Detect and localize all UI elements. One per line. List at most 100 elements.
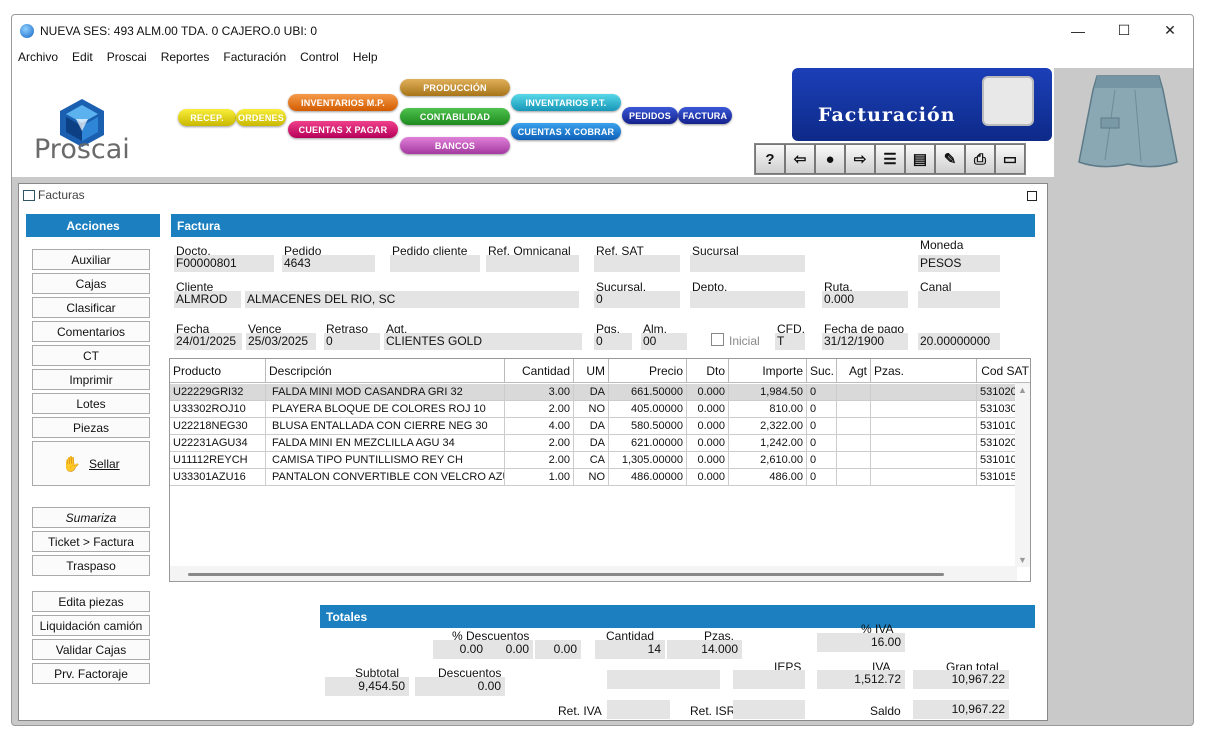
ref-omnicanal-field[interactable]	[486, 255, 579, 272]
edita-piezas-button[interactable]: Edita piezas	[32, 591, 150, 612]
cell-importe[interactable]: 2,610.00	[729, 452, 807, 469]
save-icon[interactable]: ▭	[995, 144, 1025, 174]
auxiliar-button[interactable]: Auxiliar	[32, 249, 150, 270]
cell-um[interactable]: NO	[574, 469, 609, 486]
vence-field[interactable]: 25/03/2025	[246, 333, 316, 350]
items-grid[interactable]: Producto Descripción Cantidad UM Precio …	[169, 358, 1031, 582]
unnamed-total-field[interactable]	[607, 670, 720, 689]
cell-descripcion[interactable]: BLUSA ENTALLADA CON CIERRE NEG 30	[266, 418, 505, 435]
table-row[interactable]: U11112REYCH CAMISA TIPO PUNTILLISMO REY C…	[170, 452, 1023, 469]
module-ordenes[interactable]: ORDENES COMPRAS	[236, 109, 286, 136]
col-agt[interactable]: Agt	[837, 359, 871, 383]
cell-cod-sat[interactable]: 5310300	[977, 401, 1030, 418]
module-factura[interactable]: FACTURA VENTAS	[678, 107, 732, 134]
liquidacion-camion-button[interactable]: Liquidación camión	[32, 615, 150, 636]
cell-pzas[interactable]	[871, 452, 977, 469]
inicial-checkbox[interactable]	[711, 333, 724, 346]
traspaso-button[interactable]: Traspaso	[32, 555, 150, 576]
col-descripcion[interactable]: Descripción	[266, 359, 505, 383]
cell-precio[interactable]: 486.00000	[609, 469, 687, 486]
ruta-field[interactable]: 0.000	[822, 291, 908, 308]
back-arrow-icon[interactable]: ⇦	[785, 144, 815, 174]
cell-dto[interactable]: 0.000	[687, 418, 729, 435]
edit-icon[interactable]: ✎	[935, 144, 965, 174]
ct-button[interactable]: CT	[32, 345, 150, 366]
retraso-field[interactable]: 0	[324, 333, 380, 350]
cell-cantidad[interactable]: 1.00	[505, 469, 574, 486]
menu-reportes[interactable]: Reportes	[160, 50, 210, 64]
cell-precio[interactable]: 1,305.00000	[609, 452, 687, 469]
pct-iva-field[interactable]: 16.00	[817, 633, 905, 652]
menu-help[interactable]: Help	[352, 50, 378, 64]
validar-cajas-button[interactable]: Validar Cajas	[32, 639, 150, 660]
fecha-field[interactable]: 24/01/2025	[174, 333, 242, 350]
cell-precio[interactable]: 621.00000	[609, 435, 687, 452]
cantidad-total-field[interactable]: 14	[595, 640, 665, 659]
cell-suc[interactable]: 0	[807, 384, 837, 401]
scroll-thumb[interactable]	[188, 573, 944, 576]
descuentos-field[interactable]: 0.00	[415, 677, 505, 696]
sumariza-button[interactable]: Sumariza	[32, 507, 150, 528]
cell-um[interactable]: DA	[574, 384, 609, 401]
cell-suc[interactable]: 0	[807, 452, 837, 469]
lotes-button[interactable]: Lotes	[32, 393, 150, 414]
cell-suc[interactable]: 0	[807, 469, 837, 486]
table-row[interactable]: U22231AGU34 FALDA MINI EN MEZCLILLA AGU 3…	[170, 435, 1023, 452]
cell-descripcion[interactable]: FALDA MINI EN MEZCLILLA AGU 34	[266, 435, 505, 452]
cell-precio[interactable]: 580.50000	[609, 418, 687, 435]
cell-agt[interactable]	[837, 401, 871, 418]
cell-suc[interactable]: 0	[807, 435, 837, 452]
clasificar-button[interactable]: Clasificar	[32, 297, 150, 318]
table-row[interactable]: U22218NEG30 BLUSA ENTALLADA CON CIERRE NE…	[170, 418, 1023, 435]
menu-control[interactable]: Control	[300, 50, 339, 64]
maximize-button[interactable]: ☐	[1117, 22, 1131, 38]
cell-cantidad[interactable]: 2.00	[505, 435, 574, 452]
cell-suc[interactable]: 0	[807, 401, 837, 418]
cell-agt[interactable]	[837, 384, 871, 401]
menu-archivo[interactable]: Archivo	[18, 50, 59, 64]
table-row[interactable]: U22229GRI32 FALDA MINI MOD CASANDRA GRI 3…	[170, 384, 1023, 401]
table-row[interactable]: U33302ROJ10 PLAYERA BLOQUE DE COLORES ROJ…	[170, 401, 1023, 418]
horizontal-scrollbar[interactable]	[170, 566, 1017, 581]
cell-producto[interactable]: U22218NEG30	[170, 418, 266, 435]
module-inventarios-mp[interactable]: INVENTARIOS M.P.	[288, 94, 398, 111]
cliente-name-field[interactable]: ALMACENES DEL RIO, SC	[245, 291, 579, 308]
agt-field[interactable]: CLIENTES GOLD	[384, 333, 582, 350]
cell-importe[interactable]: 1,984.50	[729, 384, 807, 401]
piezas-button[interactable]: Piezas	[32, 417, 150, 438]
module-cuentas-pagar[interactable]: CUENTAS X PAGAR CUENTAS X PAGAR	[288, 121, 398, 148]
cell-agt[interactable]	[837, 418, 871, 435]
sellar-button[interactable]: ✋ Sellar	[32, 441, 150, 486]
ticket-factura-button[interactable]: Ticket > Factura	[32, 531, 150, 552]
cell-producto[interactable]: U22231AGU34	[170, 435, 266, 452]
cell-descripcion[interactable]: CAMISA TIPO PUNTILLISMO REY CH	[266, 452, 505, 469]
col-suc[interactable]: Suc.	[807, 359, 837, 383]
search-icon[interactable]: ●	[815, 144, 845, 174]
col-um[interactable]: UM	[574, 359, 609, 383]
cell-agt[interactable]	[837, 435, 871, 452]
cell-cantidad[interactable]: 2.00	[505, 401, 574, 418]
close-button[interactable]: ✕	[1164, 22, 1176, 38]
subtotal-field[interactable]: 9,454.50	[325, 677, 409, 696]
ret-isr-field[interactable]	[733, 700, 805, 719]
cell-cod-sat[interactable]: 5310100	[977, 452, 1030, 469]
cell-cantidad[interactable]: 3.00	[505, 384, 574, 401]
cell-agt[interactable]	[837, 452, 871, 469]
cajas-button[interactable]: Cajas	[32, 273, 150, 294]
cell-producto[interactable]: U33301AZU16	[170, 469, 266, 486]
module-cuentas-cobrar[interactable]: CUENTAS X COBRAR CUENTAS X COBRAR	[511, 123, 621, 150]
cell-descripcion[interactable]: FALDA MINI MOD CASANDRA GRI 32	[266, 384, 505, 401]
cell-importe[interactable]: 2,322.00	[729, 418, 807, 435]
cell-producto[interactable]: U11112REYCH	[170, 452, 266, 469]
imprimir-button[interactable]: Imprimir	[32, 369, 150, 390]
cell-importe[interactable]: 1,242.00	[729, 435, 807, 452]
col-pzas[interactable]: Pzas.	[871, 359, 977, 383]
module-recep[interactable]: RECEP.	[178, 109, 236, 126]
fecha-pago-field[interactable]: 31/12/1900	[822, 333, 908, 350]
scroll-down-icon[interactable]: ▼	[1018, 555, 1027, 565]
cell-importe[interactable]: 486.00	[729, 469, 807, 486]
gran-total-field[interactable]: 10,967.22	[913, 670, 1009, 689]
menu-edit[interactable]: Edit	[72, 50, 93, 64]
cell-dto[interactable]: 0.000	[687, 452, 729, 469]
descuento3-field[interactable]: 0.00	[535, 640, 581, 659]
